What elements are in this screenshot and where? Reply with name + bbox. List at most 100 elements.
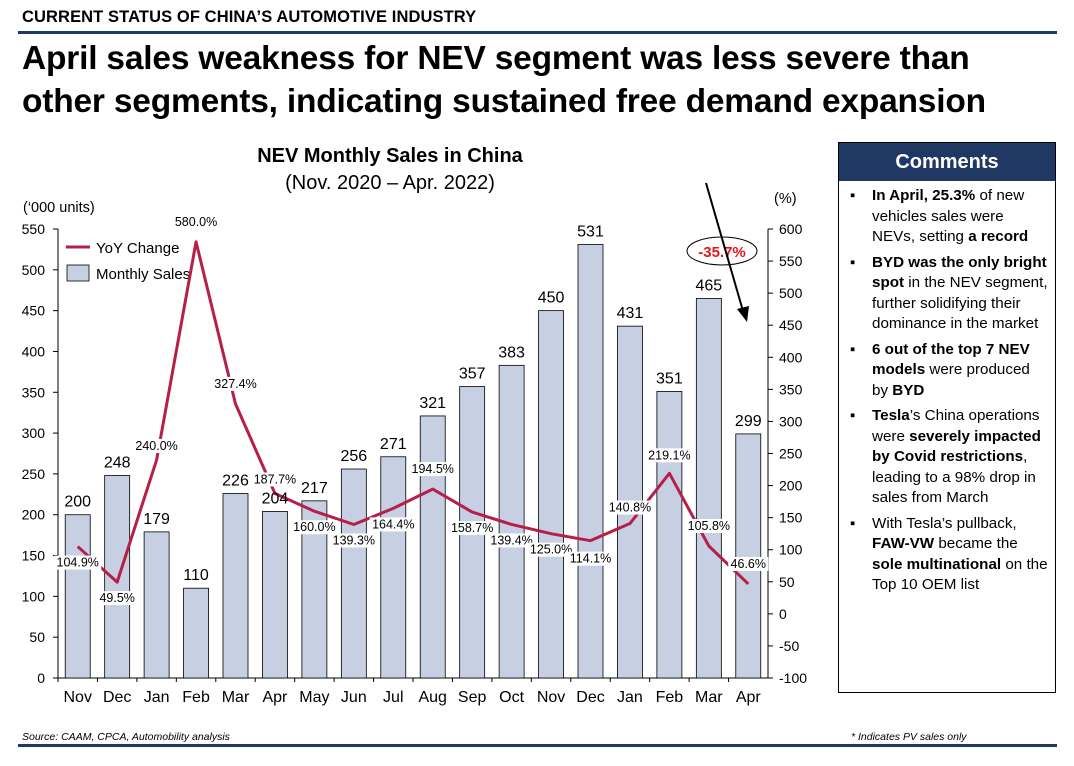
yoy-label-background xyxy=(369,517,417,532)
yoy-value-label: 194.5% xyxy=(412,462,454,476)
bar-value-label: 226 xyxy=(222,473,249,490)
yoy-label-background xyxy=(409,462,457,477)
bar-value-label: 431 xyxy=(617,305,644,322)
bar-value-label: 179 xyxy=(143,511,170,528)
yoy-value-label: 187.7% xyxy=(254,472,296,486)
y-tick-label: 100 xyxy=(22,588,46,604)
comment-text: ’s China operations were xyxy=(872,407,1040,445)
y2-tick-label: 50 xyxy=(779,574,795,590)
sales-bar xyxy=(695,297,722,679)
sales-bar xyxy=(104,475,131,679)
y-tick-label: 200 xyxy=(22,507,46,523)
comment-item: With Tesla’s pullback, FAW-VW became the… xyxy=(850,514,1049,596)
chart-title: NEV Monthly Sales in China xyxy=(257,145,523,167)
comment-item: 6 out of the top 7 NEV models were produ… xyxy=(850,340,1049,402)
x-tick-label: Oct xyxy=(499,689,524,706)
bar-value-label: 531 xyxy=(577,224,604,241)
y-tick-label: 350 xyxy=(22,384,46,400)
yoy-label-background xyxy=(606,500,654,515)
bar-value-label: 383 xyxy=(498,344,525,361)
annotation-arrow-head xyxy=(737,306,749,322)
comment-text: became the xyxy=(934,535,1018,552)
comment-text: 6 out of the top 7 NEV models xyxy=(872,340,1030,379)
source-note: Source: CAAM, CPCA, Automobility analysi… xyxy=(22,731,230,743)
yoy-value-label: 49.5% xyxy=(99,591,134,605)
yoy-line xyxy=(76,240,750,586)
sales-bar xyxy=(380,456,407,679)
yoy-label-background xyxy=(330,533,378,548)
x-tick-label: Dec xyxy=(103,689,131,706)
y2-tick-label: 450 xyxy=(779,317,803,333)
x-tick-label: Apr xyxy=(736,689,762,706)
y2-tick-label: 600 xyxy=(779,221,803,237)
yoy-label-background xyxy=(54,555,102,570)
comment-text: FAW-VW xyxy=(872,535,935,552)
yoy-value-label: 104.9% xyxy=(57,556,99,570)
annotation-arrow-shaft xyxy=(705,182,744,312)
legend-label-yoy: YoY Change xyxy=(96,240,179,257)
y2-axis-title: (%) xyxy=(774,191,797,207)
comments-title: Comments xyxy=(839,143,1055,181)
comment-text: With Tesla’s pullback, xyxy=(872,514,1017,532)
comment-text: Tesla xyxy=(872,407,910,424)
y2-tick-label: 500 xyxy=(779,285,803,301)
y2-tick-label: 0 xyxy=(779,606,787,622)
yoy-label-background xyxy=(290,520,338,535)
y-tick-label: 550 xyxy=(22,221,46,237)
bottom-divider xyxy=(18,744,1057,747)
y2-tick-label: 150 xyxy=(779,510,803,526)
yoy-label-background xyxy=(566,551,615,566)
y-tick-label: 50 xyxy=(29,629,45,645)
bar-value-label: 351 xyxy=(656,370,683,387)
yoy-value-label: 158.7% xyxy=(451,521,493,535)
x-tick-label: Nov xyxy=(537,689,565,706)
sales-bar xyxy=(143,531,170,679)
legend-bar-swatch xyxy=(66,264,90,282)
comment-item: In April, 25.3% of new vehicles sales we… xyxy=(850,186,1049,248)
section-title: CURRENT STATUS OF CHINA’S AUTOMOTIVE IND… xyxy=(22,8,477,26)
bar-value-label: 256 xyxy=(340,448,367,465)
x-tick-label: Dec xyxy=(576,689,604,706)
sales-bar xyxy=(64,514,91,679)
y2-tick-label: 200 xyxy=(779,478,803,494)
comment-text: BYD was the only bright spot xyxy=(872,253,1047,292)
bar-value-label: 450 xyxy=(538,290,565,307)
yoy-label-background xyxy=(645,448,693,463)
yoy-value-label: 327.4% xyxy=(214,377,256,391)
yoy-label-background xyxy=(133,438,181,453)
x-tick-label: Nov xyxy=(63,689,91,706)
x-tick-label: Feb xyxy=(656,689,684,706)
comment-text: in the NEV segment, further solidifying … xyxy=(872,274,1048,332)
comment-item: Tesla’s China operations were severely i… xyxy=(850,406,1049,509)
sales-bar xyxy=(183,587,209,679)
x-tick-label: Aug xyxy=(418,689,446,706)
sales-bar xyxy=(538,310,564,679)
sales-bar xyxy=(340,468,367,679)
yoy-label-background xyxy=(527,542,575,557)
y-tick-label: 150 xyxy=(22,548,46,564)
sales-bar xyxy=(419,415,446,679)
bar-value-label: 321 xyxy=(419,395,446,412)
yoy-value-label: 140.8% xyxy=(609,501,651,515)
yoy-value-label: 164.4% xyxy=(372,517,414,531)
yoy-label-background xyxy=(97,591,138,606)
top-divider xyxy=(18,31,1057,34)
bar-value-label: 465 xyxy=(695,277,722,294)
nev-sales-chart: 050100150200250300350400450500550-100-50… xyxy=(22,182,807,706)
x-tick-label: Jul xyxy=(383,689,403,706)
bar-value-label: 217 xyxy=(301,480,328,497)
bar-value-label: 299 xyxy=(735,413,762,430)
y2-tick-label: 550 xyxy=(779,253,803,269)
x-tick-label: Jun xyxy=(341,689,367,706)
y2-tick-label: -100 xyxy=(779,670,807,686)
comment-text: a record xyxy=(968,228,1029,245)
sales-bar xyxy=(735,433,762,679)
y2-tick-label: 100 xyxy=(779,542,803,558)
y-tick-label: 300 xyxy=(22,425,46,441)
y2-tick-label: 250 xyxy=(779,446,803,462)
bar-value-label: 271 xyxy=(380,436,407,453)
bar-value-label: 204 xyxy=(262,490,289,507)
yoy-value-label: 46.6% xyxy=(731,557,766,571)
comment-text: In April, 25.3% xyxy=(872,187,976,204)
x-tick-label: Apr xyxy=(262,689,288,706)
